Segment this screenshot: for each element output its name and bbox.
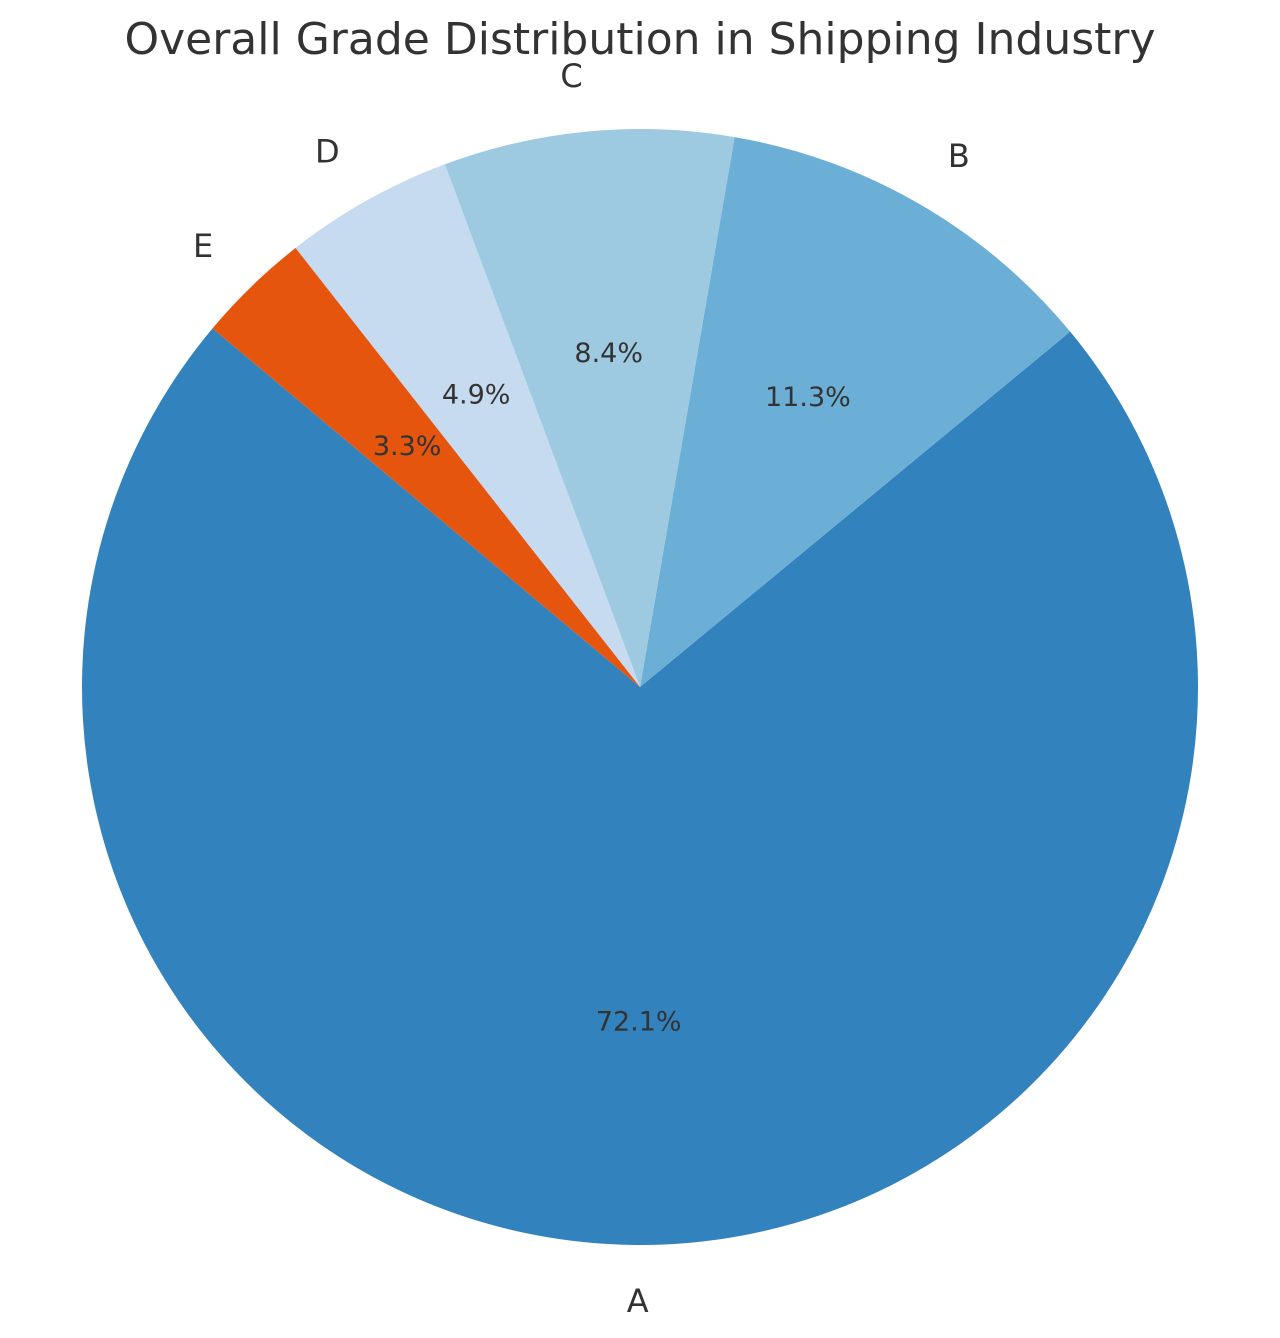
slice-label-d: D bbox=[315, 133, 340, 171]
pie-slices bbox=[82, 129, 1199, 1246]
slice-percent-e: 3.3% bbox=[373, 431, 442, 462]
chart-title: Overall Grade Distribution in Shipping I… bbox=[124, 14, 1155, 65]
slice-label-e: E bbox=[193, 227, 213, 265]
slice-percent-b: 11.3% bbox=[765, 382, 851, 413]
pie-slice-e bbox=[212, 248, 641, 687]
slice-label-c: C bbox=[560, 57, 582, 95]
slice-label-a: A bbox=[627, 1282, 649, 1320]
slice-label-b: B bbox=[948, 137, 970, 175]
pie-slice-d bbox=[295, 164, 640, 687]
pie-slice-b bbox=[640, 137, 1071, 687]
slice-percent-a: 72.1% bbox=[596, 1006, 682, 1037]
slice-percent-d: 4.9% bbox=[442, 380, 511, 411]
pie-labels: A 72.1% B 11.3% C 8.4% D 4.9% E 3.3% bbox=[193, 57, 970, 1320]
pie-slice-a bbox=[82, 328, 1199, 1246]
slice-percent-c: 8.4% bbox=[574, 338, 643, 369]
pie-slice-c bbox=[444, 129, 735, 687]
